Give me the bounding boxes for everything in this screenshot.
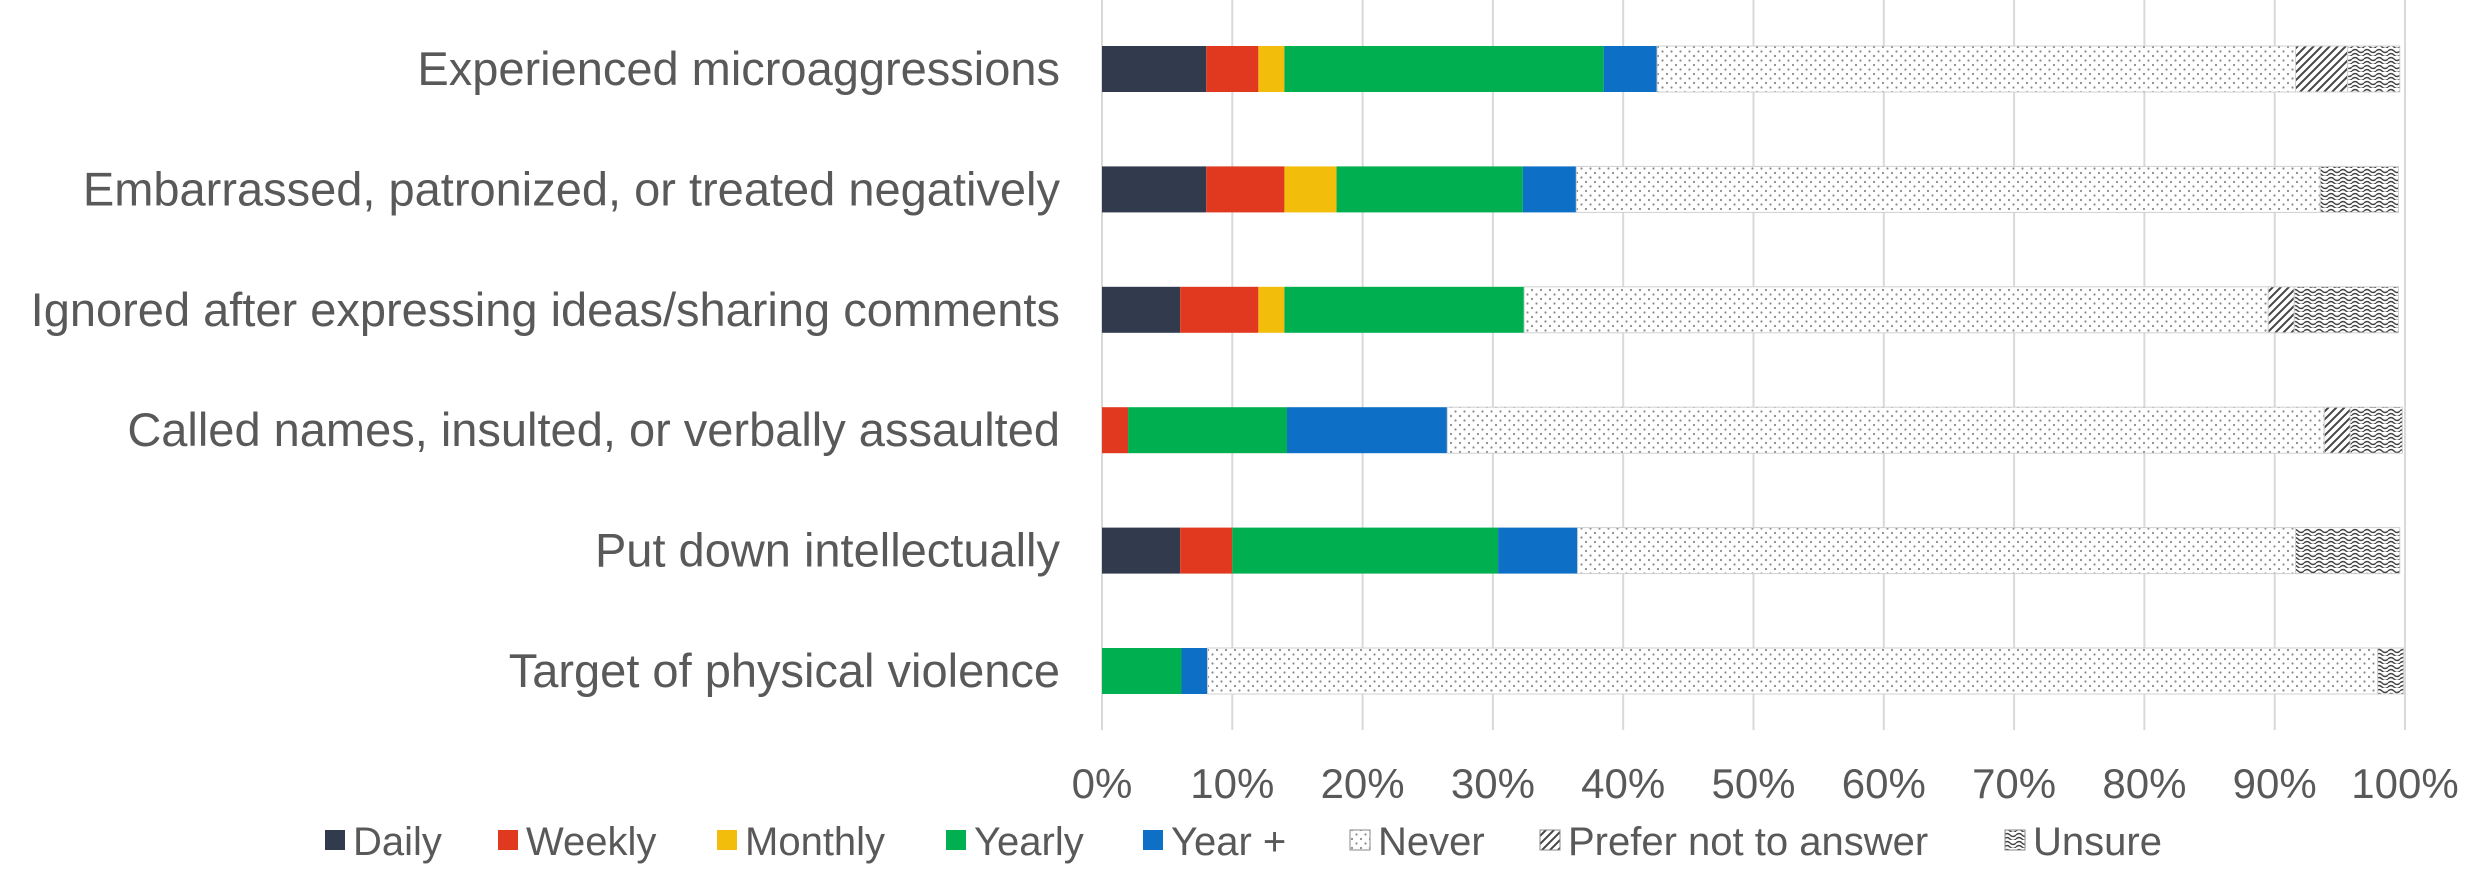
bar-segment-prefer-not-to-answer — [2267, 286, 2295, 334]
x-tick-label: 60% — [1842, 760, 1926, 807]
legend-label-unsure: Unsure — [2033, 820, 2162, 864]
bar-segment-unsure — [2347, 45, 2401, 93]
gridlines — [1101, 0, 2406, 730]
bar-segment-year — [1181, 648, 1208, 694]
category-label: Called names, insulted, or verbally assa… — [127, 403, 1060, 456]
bar-segment-unsure — [2349, 406, 2403, 454]
bar-segment-daily — [1102, 286, 1181, 333]
bar-segment-year — [1498, 527, 1578, 574]
x-axis-tick-labels: 0% 10% 20% 30% 40% 50% 60% 70% 80% 90% 100% — [1072, 760, 2459, 807]
bar-segment-weekly — [1206, 46, 1259, 92]
bar-segment-daily — [1102, 527, 1181, 574]
bar-segment-unsure — [2319, 165, 2399, 213]
bar-segment-weekly — [1180, 527, 1233, 574]
x-tick-label: 50% — [1711, 760, 1795, 807]
category-label: Embarrassed, patronized, or treated nega… — [83, 162, 1061, 215]
x-tick-label: 70% — [1972, 760, 2056, 807]
x-tick-label: 80% — [2102, 760, 2186, 807]
category-label: Target of physical violence — [509, 644, 1060, 697]
bar-segment-daily — [1102, 166, 1207, 213]
legend-swatch-daily — [325, 830, 345, 850]
bar-segment-unsure — [2295, 527, 2401, 575]
bar-segment-never — [1575, 165, 2321, 213]
legend-label-daily: Daily — [353, 820, 442, 864]
legend-swatch-monthly — [717, 830, 737, 850]
category-label: Experienced microaggressions — [417, 42, 1060, 95]
legend-swatch-year — [1143, 830, 1163, 850]
legend-label-prefer-not-to-answer: Prefer not to answer — [1568, 820, 1928, 864]
legend-swatch-unsure — [2004, 829, 2026, 851]
legend-label-year: Year + — [1171, 820, 1286, 864]
legend-label-weekly: Weekly — [526, 820, 656, 864]
category-label: Put down intellectually — [595, 524, 1061, 577]
bar-segment-unsure — [2293, 286, 2399, 334]
x-tick-label: 0% — [1072, 760, 1133, 807]
bar-segment-prefer-not-to-answer — [2295, 45, 2349, 93]
category-label: Ignored after expressing ideas/sharing c… — [31, 283, 1060, 336]
bar-segment-never — [1656, 45, 2297, 93]
legend-label-never: Never — [1378, 820, 1485, 864]
legend-swatch-never — [1349, 829, 1371, 851]
bar-segment-never — [1577, 527, 2297, 575]
category-labels: Experienced microaggressions Embarrassed,… — [31, 42, 1061, 697]
x-tick-label: 90% — [2233, 760, 2317, 807]
legend-swatch-yearly — [946, 830, 966, 850]
bar-segment-yearly — [1284, 286, 1525, 333]
bar-segment-never — [1207, 647, 2379, 695]
bar-segment-year — [1522, 166, 1577, 213]
x-tick-label: 100% — [2351, 760, 2458, 807]
bar-segment-never — [1446, 406, 2325, 454]
bar-segment-monthly — [1284, 166, 1337, 213]
bar-segment-daily — [1102, 46, 1207, 92]
bar-segment-yearly — [1284, 46, 1604, 92]
x-tick-label: 20% — [1321, 760, 1405, 807]
bar-segment-unsure — [2377, 647, 2405, 695]
bar-segment-weekly — [1102, 407, 1129, 454]
bar-segment-year — [1287, 407, 1448, 454]
bar-segment-never — [1523, 286, 2269, 334]
x-tick-label: 40% — [1581, 760, 1665, 807]
bar-segment-monthly — [1258, 286, 1285, 333]
legend-swatch-weekly — [498, 830, 518, 850]
x-tick-label: 10% — [1190, 760, 1274, 807]
bars — [1102, 45, 2405, 695]
x-tick-label: 30% — [1451, 760, 1535, 807]
bar-segment-yearly — [1336, 166, 1523, 213]
bar-segment-monthly — [1258, 46, 1285, 92]
legend-swatch-prefer-not-to-answer — [1539, 829, 1561, 851]
bar-segment-weekly — [1206, 166, 1285, 213]
legend: Daily Weekly Monthly Yearly Year + Never Prefe… — [325, 820, 2162, 864]
bar-segment-weekly — [1180, 286, 1259, 333]
legend-label-monthly: Monthly — [745, 820, 885, 864]
bar-segment-yearly — [1232, 527, 1499, 574]
bar-segment-yearly — [1128, 407, 1288, 454]
bar-segment-prefer-not-to-answer — [2323, 406, 2351, 454]
legend-label-yearly: Yearly — [974, 820, 1084, 864]
bar-segment-yearly — [1102, 648, 1182, 694]
bar-segment-year — [1603, 46, 1658, 92]
